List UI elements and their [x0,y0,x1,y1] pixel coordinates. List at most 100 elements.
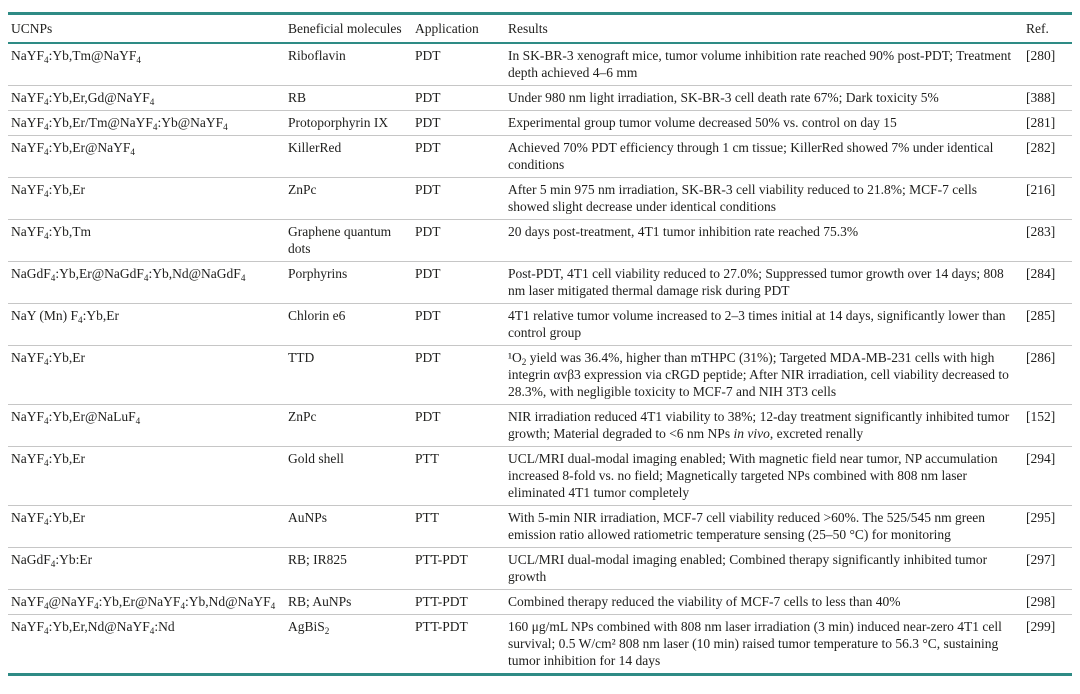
cell-ref: [282] [1026,135,1072,178]
cell-ucnp: NaYF4:Yb,Er [8,505,288,548]
cell-ucnp: NaYF4:Yb,Er@NaYF4 [8,135,288,178]
cell-results: 20 days post-treatment, 4T1 tumor inhibi… [508,219,1026,262]
cell-application: PTT [415,446,508,506]
cell-ucnp: NaY (Mn) F4:Yb,Er [8,303,288,346]
cell-results: UCL/MRI dual-modal imaging enabled; With… [508,446,1026,506]
cell-beneficial-molecule: AuNPs [288,505,415,548]
cell-ref: [216] [1026,177,1072,220]
table-row: NaYF4:Yb,Er AuNPs PTT With 5-min NIR irradi… [8,505,1072,548]
cell-ref: [285] [1026,303,1072,346]
column-header-application: Application [415,13,508,44]
cell-results: In SK-BR-3 xenograft mice, tumor volume … [508,43,1026,86]
table-row: NaY (Mn) F4:Yb,Er Chlorin e6 PDT 4T1 relati… [8,303,1072,346]
cell-beneficial-molecule: RB; IR825 [288,547,415,590]
cell-results: Under 980 nm light irradiation, SK-BR-3 … [508,85,1026,111]
cell-beneficial-molecule: RB [288,85,415,111]
table-row: NaYF4:Yb,Er@NaLuF4 ZnPc PDT NIR irradiation… [8,404,1072,447]
cell-application: PDT [415,43,508,86]
cell-beneficial-molecule: Chlorin e6 [288,303,415,346]
cell-ucnp: NaYF4:Yb,Er [8,177,288,220]
ucnp-therapy-table: UCNPs Beneficial molecules Application R… [8,12,1072,676]
cell-results: Experimental group tumor volume decrease… [508,110,1026,136]
cell-ref: [284] [1026,261,1072,304]
cell-ucnp: NaYF4:Yb,Er,Nd@NaYF4:Nd [11,619,175,636]
cell-ucnp: NaYF4:Yb,Er@NaLuF4 [8,404,288,447]
cell-beneficial-molecule: Graphene quantum dots [288,219,415,262]
column-header-ref: Ref. [1026,13,1072,44]
cell-beneficial-molecule: Porphyrins [288,261,415,304]
cell-beneficial-molecule: ZnPc [288,404,415,447]
cell-ucnp: NaYF4:Yb,Tm [8,219,288,262]
cell-results: ¹O2 yield was 36.4%, higher than mTHPC (… [508,345,1026,405]
cell-application: PDT [415,85,508,111]
cell-ref: [294] [1026,446,1072,506]
cell-results: UCL/MRI dual-modal imaging enabled; Comb… [508,547,1026,590]
cell-ref: [152] [1026,404,1072,447]
table-row: NaYF4:Yb,Er@NaYF4 KillerRed PDT Achieved 70… [8,135,1072,178]
cell-beneficial-molecule: Gold shell [288,446,415,506]
cell-application: PDT [415,135,508,178]
cell-application: PTT-PDT [415,619,468,634]
cell-results: Combined therapy reduced the viability o… [508,589,1026,615]
table-header: UCNPs Beneficial molecules Application R… [8,13,1072,44]
cell-beneficial-molecule: RB; AuNPs [288,589,415,615]
column-header-beneficial-molecules: Beneficial molecules [288,13,415,44]
cell-ref: [388] [1026,85,1072,111]
cell-ucnp: NaGdF4:Yb:Er [8,547,288,590]
cell-ucnp: NaYF4:Yb,Er [8,446,288,506]
cell-results: Achieved 70% PDT efficiency through 1 cm… [508,135,1026,178]
table-row: NaYF4@NaYF4:Yb,Er@NaYF4:Yb,Nd@NaYF4 RB; A… [8,589,1072,615]
cell-application: PDT [415,404,508,447]
cell-ref: [297] [1026,547,1072,590]
table-row: NaYF4:Yb,Er,Nd@NaYF4:Nd AgBiS2 PTT-PDT 160 … [8,615,1072,675]
column-header-results: Results [508,13,1026,44]
cell-results: Post-PDT, 4T1 cell viability reduced to … [508,261,1026,304]
cell-application: PDT [415,345,508,405]
cell-ucnp: NaYF4:Yb,Er/Tm@NaYF4:Yb@NaYF4 [8,110,288,136]
cell-application: PDT [415,261,508,304]
table-body: NaYF4:Yb,Tm@NaYF4 Riboflavin PDT In SK-BR-3… [8,43,1072,675]
table-row: NaGdF4:Yb,Er@NaGdF4:Yb,Nd@NaGdF4 Porphyri… [8,261,1072,304]
cell-beneficial-molecule: KillerRed [288,135,415,178]
cell-ref: [281] [1026,110,1072,136]
cell-beneficial-molecule: ZnPc [288,177,415,220]
cell-results: After 5 min 975 nm irradiation, SK-BR-3 … [508,177,1026,220]
cell-ucnp: NaYF4@NaYF4:Yb,Er@NaYF4:Yb,Nd@NaYF4 [8,589,288,615]
table-row: NaYF4:Yb,Er Gold shell PTT UCL/MRI dual-mod… [8,446,1072,506]
header-row: UCNPs Beneficial molecules Application R… [8,13,1072,44]
cell-ref: [299] [1026,619,1056,634]
table-row: NaYF4:Yb,Er/Tm@NaYF4:Yb@NaYF4 Protoporphy… [8,110,1072,136]
cell-beneficial-molecule: TTD [288,345,415,405]
table-row: NaYF4:Yb,Er,Gd@NaYF4 RB PDT Under 980 nm li… [8,85,1072,111]
cell-ref: [280] [1026,43,1072,86]
cell-application: PDT [415,177,508,220]
cell-application: PTT-PDT [415,589,508,615]
cell-application: PTT [415,505,508,548]
paper-page: UCNPs Beneficial molecules Application R… [8,12,1072,676]
cell-ucnp: NaGdF4:Yb,Er@NaGdF4:Yb,Nd@NaGdF4 [8,261,288,304]
cell-ucnp: NaYF4:Yb,Er [8,345,288,405]
cell-results: With 5-min NIR irradiation, MCF-7 cell v… [508,505,1026,548]
column-header-ucnps: UCNPs [8,13,288,44]
cell-ref: [295] [1026,505,1072,548]
cell-ucnp: NaYF4:Yb,Er,Gd@NaYF4 [8,85,288,111]
cell-application: PDT [415,219,508,262]
cell-results: NIR irradiation reduced 4T1 viability to… [508,404,1026,447]
table-row: NaYF4:Yb,Tm@NaYF4 Riboflavin PDT In SK-BR-3… [8,43,1072,86]
cell-beneficial-molecule: Protoporphyrin IX [288,110,415,136]
table-row: NaYF4:Yb,Tm Graphene quantum dots PDT 20 da… [8,219,1072,262]
cell-application: PTT-PDT [415,547,508,590]
table-row: NaYF4:Yb,Er TTD PDT ¹O2 yield was 36.4%, hi… [8,345,1072,405]
cell-application: PDT [415,110,508,136]
cell-ucnp: NaYF4:Yb,Tm@NaYF4 [8,43,288,86]
cell-beneficial-molecule: AgBiS2 [288,619,330,636]
cell-ref: [283] [1026,219,1072,262]
cell-ref: [298] [1026,589,1072,615]
cell-results: 4T1 relative tumor volume increased to 2… [508,303,1026,346]
cell-ref: [286] [1026,345,1072,405]
table-row: NaYF4:Yb,Er ZnPc PDT After 5 min 975 nm irr… [8,177,1072,220]
cell-results: 160 μg/mL NPs combined with 808 nm laser… [508,619,1002,668]
table-row: NaGdF4:Yb:Er RB; IR825 PTT-PDT UCL/MRI dual… [8,547,1072,590]
cell-application: PDT [415,303,508,346]
cell-beneficial-molecule: Riboflavin [288,43,415,86]
